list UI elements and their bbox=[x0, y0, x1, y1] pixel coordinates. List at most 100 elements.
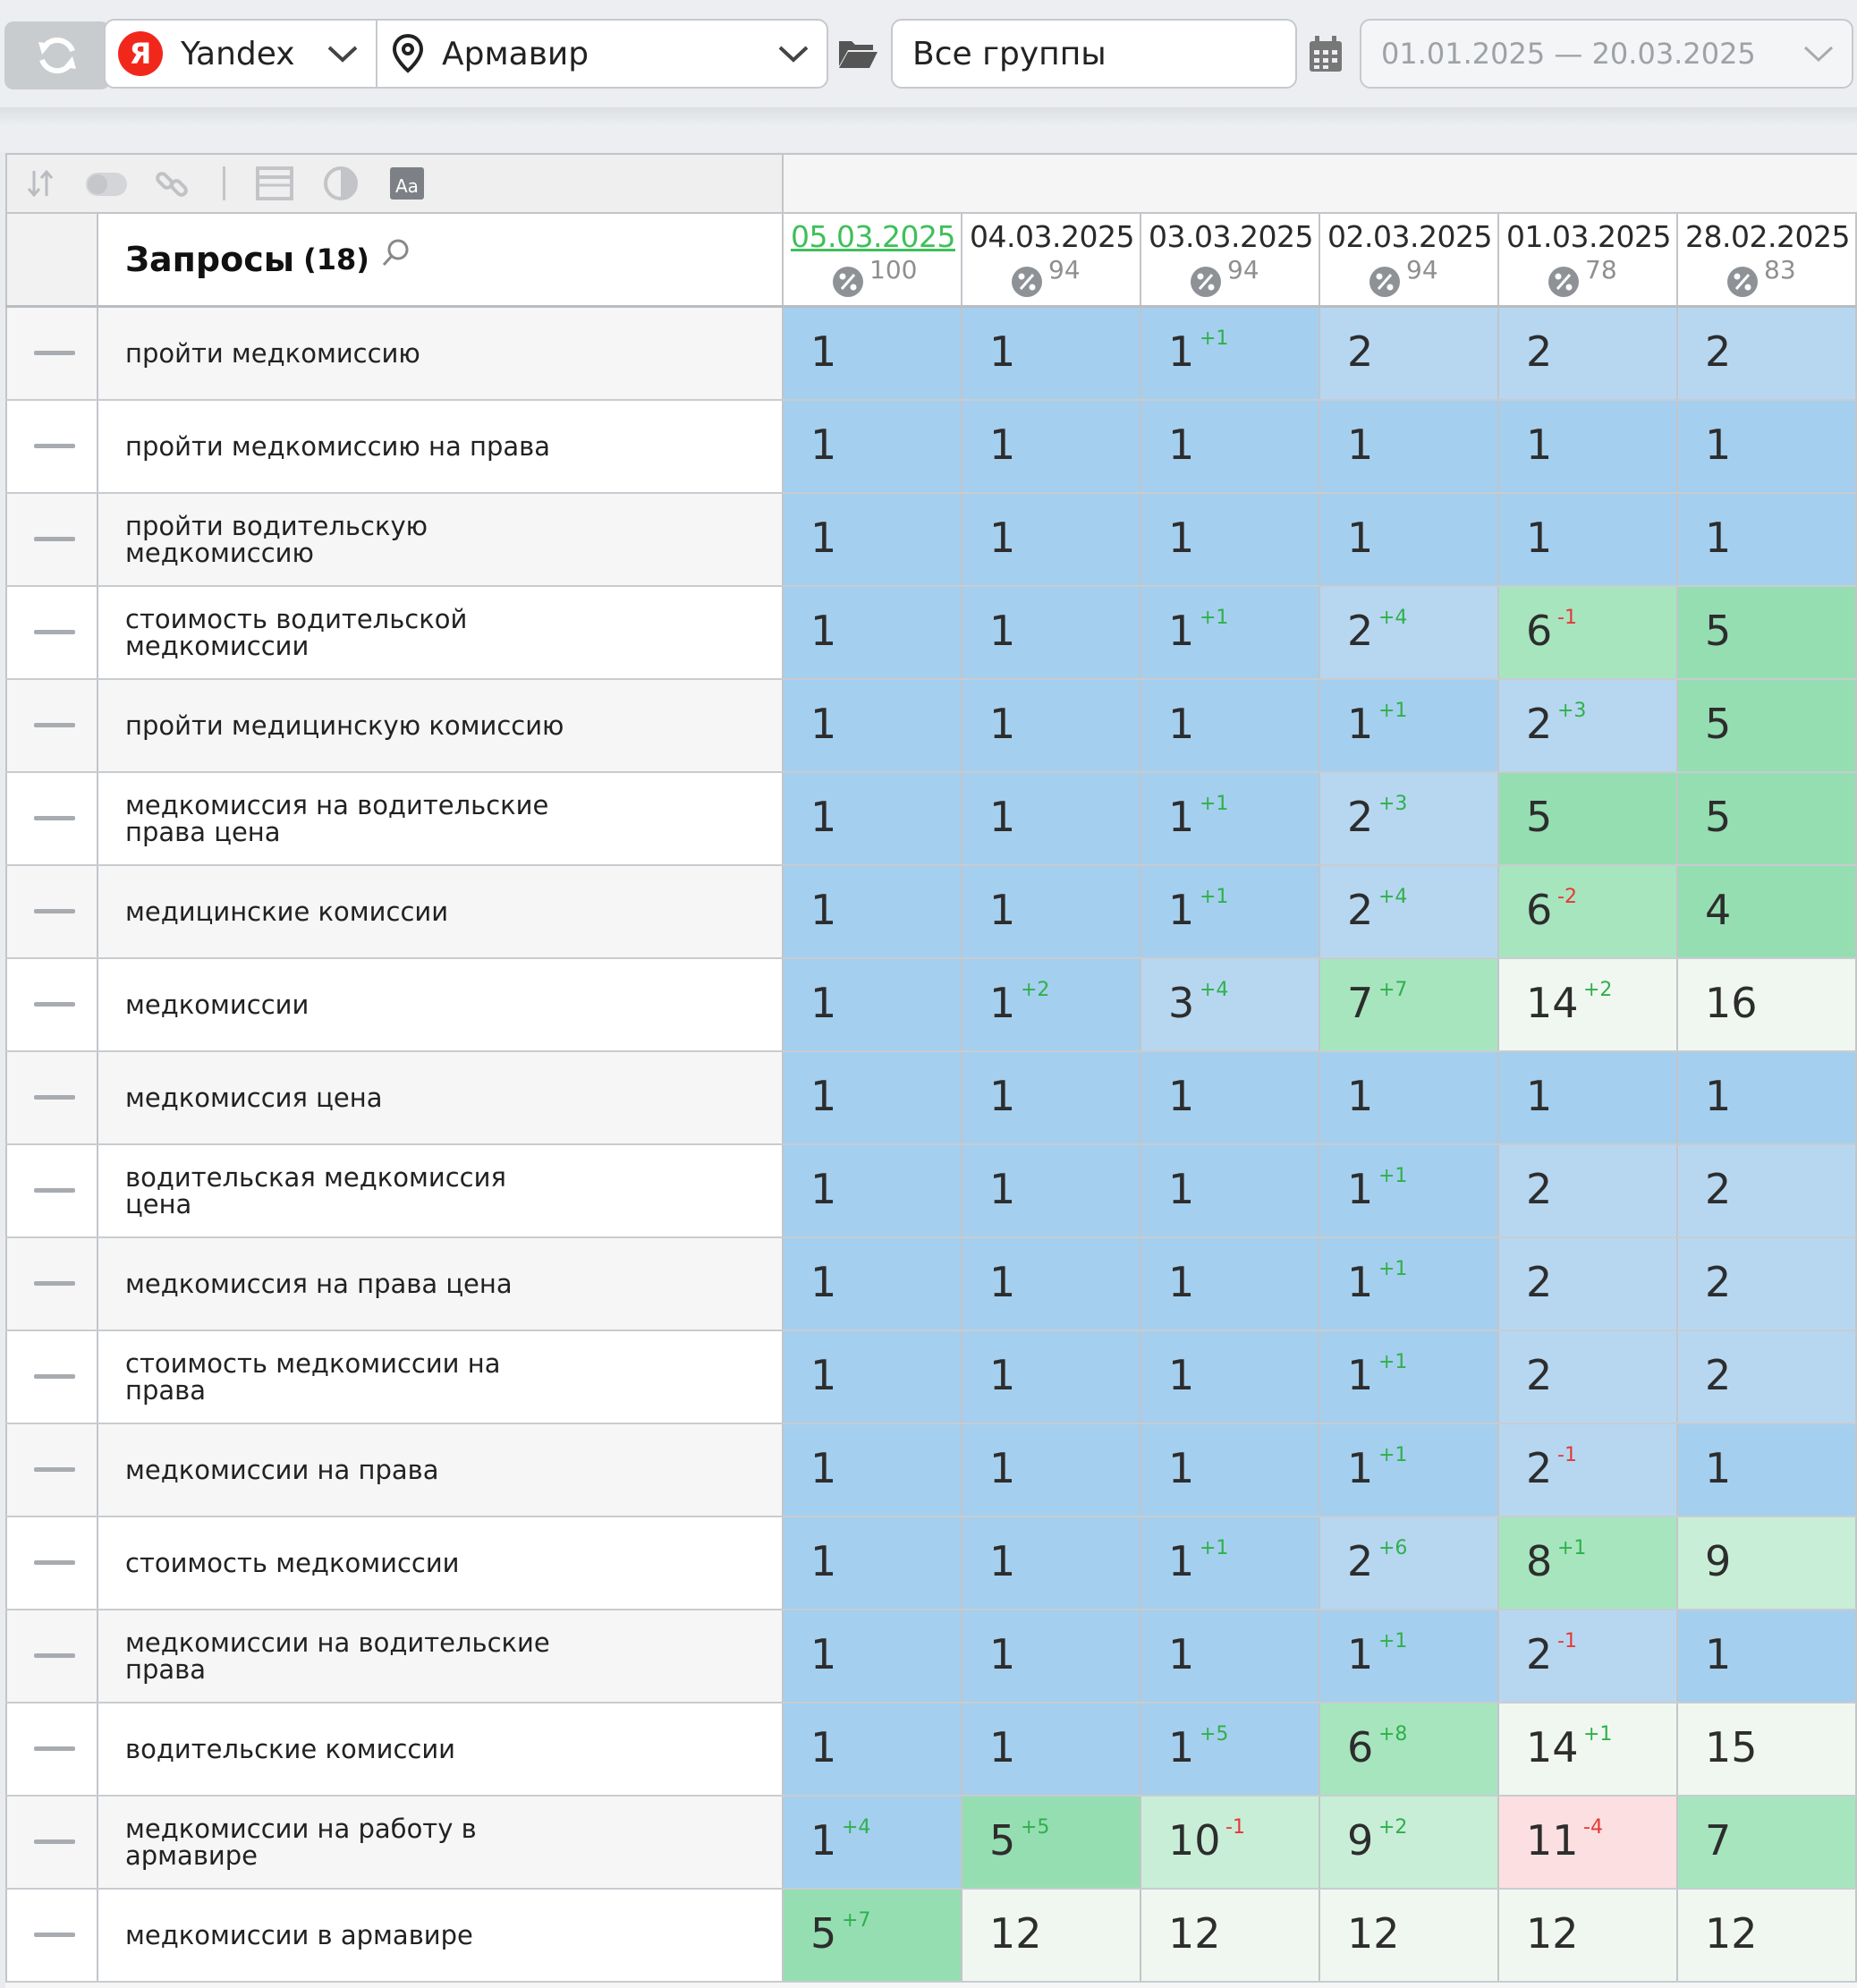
position-cell[interactable]: 12 bbox=[1678, 1890, 1857, 1981]
position-cell[interactable]: 1 bbox=[1141, 1238, 1320, 1330]
position-cell[interactable]: 1 +1 bbox=[1320, 1610, 1499, 1702]
table-row[interactable]: медицинские комиссии 1 1 1 +1 2 +4 6 -2 4 bbox=[5, 866, 1857, 959]
date-label[interactable]: 03.03.2025 bbox=[1149, 219, 1313, 254]
contrast-icon[interactable] bbox=[308, 157, 374, 210]
query-cell[interactable]: пройти медицинскую комиссию bbox=[98, 680, 784, 771]
position-cell[interactable]: 2 bbox=[1320, 308, 1499, 399]
position-cell[interactable]: 5 bbox=[1678, 587, 1857, 678]
position-cell[interactable]: 2 -1 bbox=[1499, 1424, 1678, 1516]
position-cell[interactable]: 2 +3 bbox=[1499, 680, 1678, 771]
row-drag-handle[interactable] bbox=[5, 1331, 98, 1423]
folder-icon[interactable] bbox=[837, 36, 878, 70]
columns-icon[interactable] bbox=[242, 157, 308, 210]
date-column-header[interactable]: 28.02.2025 83 bbox=[1678, 214, 1857, 305]
row-drag-handle[interactable] bbox=[5, 308, 98, 399]
table-row[interactable]: стоимость медкомиссии 1 1 1 +1 2 +6 8 +1 9 bbox=[5, 1517, 1857, 1610]
query-cell[interactable]: медкомиссия на водительские права цена bbox=[98, 773, 784, 864]
position-cell[interactable]: 1 bbox=[962, 1424, 1141, 1516]
link-icon[interactable] bbox=[140, 157, 206, 210]
position-cell[interactable]: 1 bbox=[784, 866, 962, 957]
position-cell[interactable]: 2 +4 bbox=[1320, 587, 1499, 678]
position-cell[interactable]: 1 bbox=[962, 1238, 1141, 1330]
date-column-header[interactable]: 05.03.2025 100 bbox=[784, 214, 962, 305]
date-column-header[interactable]: 02.03.2025 94 bbox=[1320, 214, 1499, 305]
position-cell[interactable]: 1 bbox=[784, 680, 962, 771]
sort-icon[interactable] bbox=[7, 157, 73, 210]
query-cell[interactable]: пройти медкомиссию на права bbox=[98, 401, 784, 492]
search-engine-select[interactable]: Я Yandex bbox=[104, 19, 377, 89]
position-cell[interactable]: 1 bbox=[962, 1052, 1141, 1143]
position-cell[interactable]: 1 bbox=[962, 773, 1141, 864]
query-cell[interactable]: стоимость водительской медкомиссии bbox=[98, 587, 784, 678]
position-cell[interactable]: 12 bbox=[1499, 1890, 1678, 1981]
date-label[interactable]: 05.03.2025 bbox=[791, 219, 955, 254]
position-cell[interactable]: 1 +1 bbox=[1141, 587, 1320, 678]
table-row[interactable]: пройти медкомиссию 1 1 1 +1 2 2 2 bbox=[5, 308, 1857, 401]
row-drag-handle[interactable] bbox=[5, 1424, 98, 1516]
table-row[interactable]: пройти водительскую медкомиссию 1 1 1 1 1 1 bbox=[5, 494, 1857, 587]
date-label[interactable]: 02.03.2025 bbox=[1327, 219, 1492, 254]
position-cell[interactable]: 9 +2 bbox=[1320, 1797, 1499, 1888]
position-cell[interactable]: 1 bbox=[962, 494, 1141, 585]
query-cell[interactable]: пройти медкомиссию bbox=[98, 308, 784, 399]
position-cell[interactable]: 1 +1 bbox=[1320, 1331, 1499, 1423]
position-cell[interactable]: 1 +1 bbox=[1320, 680, 1499, 771]
position-cell[interactable]: 9 bbox=[1678, 1517, 1857, 1609]
position-cell[interactable]: 1 bbox=[1320, 1052, 1499, 1143]
date-column-header[interactable]: 03.03.2025 94 bbox=[1141, 214, 1320, 305]
position-cell[interactable]: 1 bbox=[962, 1331, 1141, 1423]
position-cell[interactable]: 2 bbox=[1678, 1145, 1857, 1236]
position-cell[interactable]: 1 bbox=[1499, 1052, 1678, 1143]
position-cell[interactable]: 2 -1 bbox=[1499, 1610, 1678, 1702]
position-cell[interactable]: 1 bbox=[784, 1424, 962, 1516]
row-drag-handle[interactable] bbox=[5, 494, 98, 585]
position-cell[interactable]: 6 +8 bbox=[1320, 1703, 1499, 1795]
position-cell[interactable]: 12 bbox=[1141, 1890, 1320, 1981]
position-cell[interactable]: 5 bbox=[1678, 773, 1857, 864]
position-cell[interactable]: 12 bbox=[1320, 1890, 1499, 1981]
position-cell[interactable]: 1 bbox=[784, 1703, 962, 1795]
position-cell[interactable]: 6 -1 bbox=[1499, 587, 1678, 678]
query-cell[interactable]: медкомиссия цена bbox=[98, 1052, 784, 1143]
position-cell[interactable]: 5 bbox=[1678, 680, 1857, 771]
groups-select[interactable]: Все группы bbox=[891, 19, 1297, 89]
query-cell[interactable]: стоимость медкомиссии bbox=[98, 1517, 784, 1609]
position-cell[interactable]: 1 bbox=[1141, 1331, 1320, 1423]
position-cell[interactable]: 1 bbox=[1678, 494, 1857, 585]
position-cell[interactable]: 2 bbox=[1678, 308, 1857, 399]
position-cell[interactable]: 1 bbox=[1141, 1145, 1320, 1236]
position-cell[interactable]: 1 bbox=[784, 401, 962, 492]
position-cell[interactable]: 1 bbox=[784, 1238, 962, 1330]
position-cell[interactable]: 1 bbox=[1678, 1610, 1857, 1702]
row-drag-handle[interactable] bbox=[5, 1145, 98, 1236]
table-row[interactable]: медкомиссии на водительские права 1 1 1 1 +1 2… bbox=[5, 1610, 1857, 1703]
query-cell[interactable]: медкомиссии на работу в армавире bbox=[98, 1797, 784, 1888]
query-cell[interactable]: медкомиссии на права bbox=[98, 1424, 784, 1516]
date-label[interactable]: 28.02.2025 bbox=[1685, 219, 1850, 254]
position-cell[interactable]: 1 bbox=[784, 1052, 962, 1143]
position-cell[interactable]: 1 bbox=[1678, 1052, 1857, 1143]
table-row[interactable]: пройти медицинскую комиссию 1 1 1 1 +1 2 +3 5 bbox=[5, 680, 1857, 773]
position-cell[interactable]: 1 +1 bbox=[1141, 308, 1320, 399]
position-cell[interactable]: 1 bbox=[962, 866, 1141, 957]
position-cell[interactable]: 1 bbox=[1141, 680, 1320, 771]
table-row[interactable]: медкомиссии на работу в армавире 1 +4 5 +5 10… bbox=[5, 1797, 1857, 1890]
query-cell[interactable]: стоимость медкомиссии на права bbox=[98, 1331, 784, 1423]
position-cell[interactable]: 1 bbox=[962, 1145, 1141, 1236]
position-cell[interactable]: 2 +4 bbox=[1320, 866, 1499, 957]
region-select[interactable]: Армавир bbox=[376, 19, 828, 89]
position-cell[interactable]: 1 +1 bbox=[1141, 866, 1320, 957]
query-cell[interactable]: водительская медкомиссия цена bbox=[98, 1145, 784, 1236]
query-cell[interactable]: водительские комиссии bbox=[98, 1703, 784, 1795]
row-drag-handle[interactable] bbox=[5, 1238, 98, 1330]
position-cell[interactable]: 1 bbox=[962, 1610, 1141, 1702]
position-cell[interactable]: 1 bbox=[784, 587, 962, 678]
position-cell[interactable]: 5 +5 bbox=[962, 1797, 1141, 1888]
row-drag-handle[interactable] bbox=[5, 1052, 98, 1143]
position-cell[interactable]: 1 +1 bbox=[1141, 773, 1320, 864]
position-cell[interactable]: 2 +3 bbox=[1320, 773, 1499, 864]
position-cell[interactable]: 4 bbox=[1678, 866, 1857, 957]
position-cell[interactable]: 11 -4 bbox=[1499, 1797, 1678, 1888]
position-cell[interactable]: 1 bbox=[1320, 494, 1499, 585]
position-cell[interactable]: 1 bbox=[962, 1703, 1141, 1795]
